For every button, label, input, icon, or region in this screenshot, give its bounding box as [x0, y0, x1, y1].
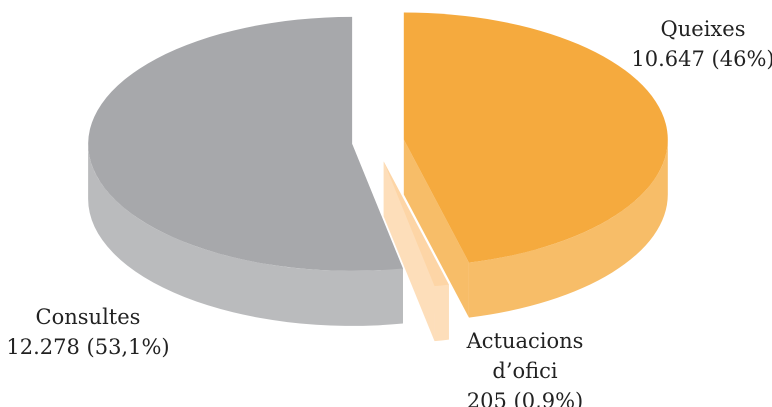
- slice-label: Queixes 10.647 (46%): [603, 14, 772, 74]
- slice-value: 10.647 (46%): [631, 47, 772, 71]
- slice: [88, 16, 403, 271]
- slice-name: Actuacions d’ofici: [466, 329, 584, 383]
- slice-side: [468, 139, 668, 318]
- slice-cut-face: [383, 161, 435, 342]
- slice-side: [88, 143, 403, 326]
- slice-value: 205 (0,9%): [466, 389, 584, 407]
- slice-label: Actuacions d’ofici 205 (0,9%): [425, 326, 625, 407]
- slice-name: Consultes: [35, 305, 141, 329]
- slice: [383, 161, 449, 287]
- slice: [403, 12, 668, 263]
- slice-name: Queixes: [660, 17, 746, 41]
- pie-tops: [88, 12, 668, 287]
- slice-value: 12.278 (53,1%): [6, 335, 170, 359]
- slice-side: [434, 284, 449, 342]
- slice-label: Consultes 12.278 (53,1%): [0, 302, 188, 362]
- slice-cut-face: [403, 139, 469, 318]
